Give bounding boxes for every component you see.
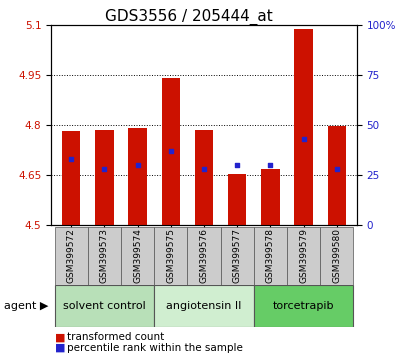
Point	[233, 162, 240, 167]
Text: ■: ■	[55, 343, 66, 353]
Bar	[62, 131, 80, 225]
Point	[101, 166, 108, 172]
Bar	[128, 128, 146, 225]
Text: GSM399577: GSM399577	[232, 228, 241, 283]
Bar	[54, 227, 88, 285]
Bar	[327, 126, 345, 225]
Bar	[95, 130, 113, 225]
Text: GSM399573: GSM399573	[100, 228, 109, 283]
Point	[167, 148, 174, 154]
Bar	[319, 227, 353, 285]
Bar	[220, 227, 253, 285]
Text: GSM399580: GSM399580	[331, 228, 340, 283]
Bar	[227, 174, 246, 225]
Point	[134, 162, 141, 167]
Text: torcetrapib: torcetrapib	[272, 301, 333, 311]
Bar	[194, 130, 213, 225]
Text: solvent control: solvent control	[63, 301, 145, 311]
Point	[333, 166, 339, 172]
Text: percentile rank within the sample: percentile rank within the sample	[67, 343, 242, 353]
Text: GSM399578: GSM399578	[265, 228, 274, 283]
Bar	[88, 227, 121, 285]
Bar	[187, 227, 220, 285]
Text: GDS3556 / 205444_at: GDS3556 / 205444_at	[104, 9, 272, 25]
Point	[68, 156, 74, 162]
Bar	[253, 227, 286, 285]
Bar	[294, 29, 312, 225]
Bar	[261, 169, 279, 225]
Text: angiotensin II: angiotensin II	[166, 301, 241, 311]
Point	[266, 162, 273, 167]
Bar	[161, 78, 180, 225]
Bar	[154, 227, 187, 285]
Bar	[54, 285, 154, 327]
Bar	[286, 227, 319, 285]
Point	[299, 136, 306, 142]
Text: agent ▶: agent ▶	[4, 301, 48, 311]
Point	[200, 166, 207, 172]
Text: GSM399575: GSM399575	[166, 228, 175, 283]
Text: GSM399579: GSM399579	[298, 228, 307, 283]
Text: transformed count: transformed count	[67, 332, 164, 342]
Text: ■: ■	[55, 332, 66, 342]
Bar	[154, 285, 253, 327]
Text: GSM399572: GSM399572	[67, 228, 76, 283]
Bar	[121, 227, 154, 285]
Text: GSM399574: GSM399574	[133, 228, 142, 283]
Text: GSM399576: GSM399576	[199, 228, 208, 283]
Bar	[253, 285, 353, 327]
